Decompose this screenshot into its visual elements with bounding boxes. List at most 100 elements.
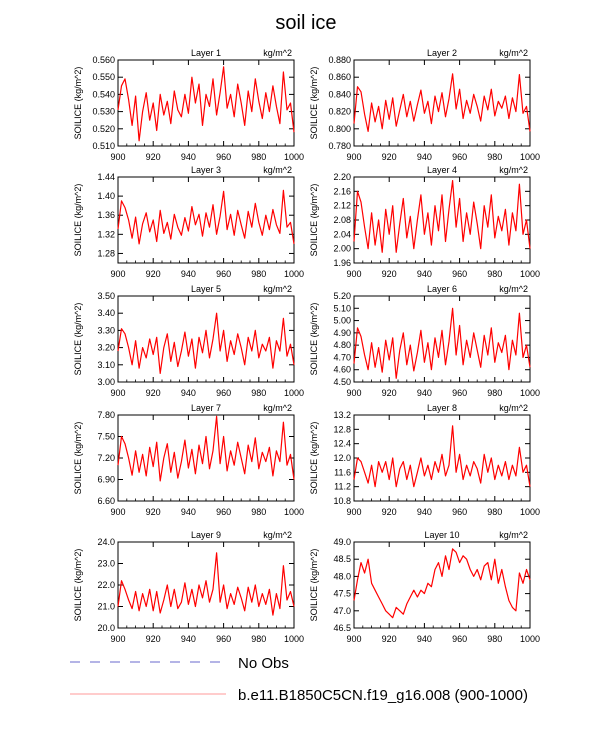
- x-tick-label: 900: [110, 152, 125, 162]
- y-axis-label: SOILICE (kg/m^2): [73, 422, 83, 495]
- panel-units: kg/m^2: [499, 165, 528, 175]
- panel-units: kg/m^2: [499, 403, 528, 413]
- x-tick-label: 940: [417, 269, 432, 279]
- y-tick-label: 2.08: [333, 215, 351, 225]
- y-tick-label: 0.560: [92, 55, 115, 65]
- y-tick-label: 2.12: [333, 201, 351, 211]
- panel-title: Layer 7: [191, 403, 221, 413]
- panel-units: kg/m^2: [263, 284, 292, 294]
- panel-title: Layer 10: [424, 530, 459, 540]
- y-tick-label: 1.28: [97, 248, 115, 258]
- y-tick-label: 12.4: [333, 439, 351, 449]
- y-tick-label: 0.880: [328, 55, 351, 65]
- y-tick-label: 0.820: [328, 107, 351, 117]
- y-tick-label: 0.840: [328, 89, 351, 99]
- y-tick-label: 7.50: [97, 432, 115, 442]
- y-tick-label: 48.5: [333, 554, 351, 564]
- y-axis-label: SOILICE (kg/m^2): [73, 549, 83, 622]
- x-tick-label: 980: [251, 507, 266, 517]
- panel-layer-7: Layer 7 kg/m^2 SOILICE (kg/m^2) 900 920 940 96…: [73, 403, 304, 517]
- series-line: [117, 312, 295, 374]
- x-tick-label: 1000: [284, 152, 304, 162]
- x-tick-label: 900: [110, 507, 125, 517]
- y-tick-label: 7.20: [97, 453, 115, 463]
- y-tick-label: 3.10: [97, 360, 115, 370]
- y-tick-label: 6.60: [97, 496, 115, 506]
- y-tick-label: 5.00: [333, 316, 351, 326]
- panel-layer-10: Layer 10 kg/m^2 SOILICE (kg/m^2) 900 920 940 9…: [309, 530, 540, 644]
- y-tick-label: 20.0: [97, 623, 115, 633]
- panel-title: Layer 2: [427, 48, 457, 58]
- x-tick-label: 1000: [520, 507, 540, 517]
- y-tick-label: 1.32: [97, 229, 115, 239]
- y-tick-label: 2.04: [333, 229, 351, 239]
- x-tick-label: 920: [382, 507, 397, 517]
- x-tick-label: 1000: [284, 388, 304, 398]
- y-tick-label: 2.00: [333, 244, 351, 254]
- y-axis-label: SOILICE (kg/m^2): [309, 422, 319, 495]
- panel-layer-1: Layer 1 kg/m^2 SOILICE (kg/m^2) 900 920 940 96…: [73, 48, 304, 162]
- x-tick-label: 940: [181, 388, 196, 398]
- y-tick-label: 4.50: [333, 377, 351, 387]
- series-line: [353, 425, 531, 488]
- panel-title: Layer 8: [427, 403, 457, 413]
- series-line: [353, 548, 531, 619]
- y-axis-label: SOILICE (kg/m^2): [309, 67, 319, 140]
- series-line: [353, 73, 531, 132]
- y-tick-label: 0.860: [328, 72, 351, 82]
- y-tick-label: 10.8: [333, 496, 351, 506]
- x-tick-label: 900: [346, 507, 361, 517]
- x-tick-label: 940: [181, 152, 196, 162]
- panel-units: kg/m^2: [499, 284, 528, 294]
- plot-frame: [117, 541, 295, 629]
- series-line: [353, 180, 531, 253]
- x-tick-label: 960: [452, 634, 467, 644]
- x-tick-label: 920: [146, 634, 161, 644]
- x-tick-label: 940: [417, 388, 432, 398]
- x-tick-label: 960: [452, 507, 467, 517]
- y-tick-label: 13.2: [333, 410, 351, 420]
- figure-title: soil ice: [275, 12, 336, 34]
- panel-title: Layer 3: [191, 165, 221, 175]
- y-tick-label: 47.0: [333, 606, 351, 616]
- panel-layer-3: Layer 3 kg/m^2 SOILICE (kg/m^2) 900 920 940 96…: [73, 165, 304, 279]
- y-axis-label: SOILICE (kg/m^2): [73, 184, 83, 257]
- x-tick-label: 900: [110, 388, 125, 398]
- x-tick-label: 1000: [520, 388, 540, 398]
- plot-frame: [117, 295, 295, 383]
- x-tick-label: 980: [487, 388, 502, 398]
- panel-layer-6: Layer 6 kg/m^2 SOILICE (kg/m^2) 900 920 940 96…: [309, 284, 540, 398]
- legend: No Obs b.e11.B1850C5CN.f19_g16.008 (900-…: [70, 655, 528, 704]
- x-tick-label: 920: [382, 634, 397, 644]
- series-line: [117, 189, 295, 245]
- y-axis-label: SOILICE (kg/m^2): [73, 303, 83, 376]
- panel-units: kg/m^2: [263, 48, 292, 58]
- x-tick-label: 920: [382, 388, 397, 398]
- x-tick-label: 960: [216, 269, 231, 279]
- x-tick-label: 960: [216, 388, 231, 398]
- series-line: [117, 552, 295, 616]
- x-tick-label: 900: [346, 269, 361, 279]
- panel-layer-2: Layer 2 kg/m^2 SOILICE (kg/m^2) 900 920 940 96…: [309, 48, 540, 162]
- y-tick-label: 23.0: [97, 559, 115, 569]
- x-tick-label: 1000: [284, 507, 304, 517]
- y-tick-label: 24.0: [97, 537, 115, 547]
- x-tick-label: 1000: [520, 152, 540, 162]
- y-tick-label: 47.5: [333, 589, 351, 599]
- x-tick-label: 900: [346, 152, 361, 162]
- panel-title: Layer 5: [191, 284, 221, 294]
- x-tick-label: 980: [251, 634, 266, 644]
- y-tick-label: 46.5: [333, 623, 351, 633]
- x-tick-label: 980: [487, 507, 502, 517]
- plot-frame: [353, 541, 531, 629]
- y-tick-label: 1.44: [97, 172, 115, 182]
- panel-layer-5: Layer 5 kg/m^2 SOILICE (kg/m^2) 900 920 940 96…: [73, 284, 304, 398]
- x-tick-label: 980: [251, 388, 266, 398]
- y-tick-label: 12.0: [333, 453, 351, 463]
- series-line: [117, 415, 295, 482]
- y-tick-label: 4.60: [333, 365, 351, 375]
- x-tick-label: 920: [382, 269, 397, 279]
- y-axis-label: SOILICE (kg/m^2): [309, 303, 319, 376]
- y-tick-label: 0.540: [92, 89, 115, 99]
